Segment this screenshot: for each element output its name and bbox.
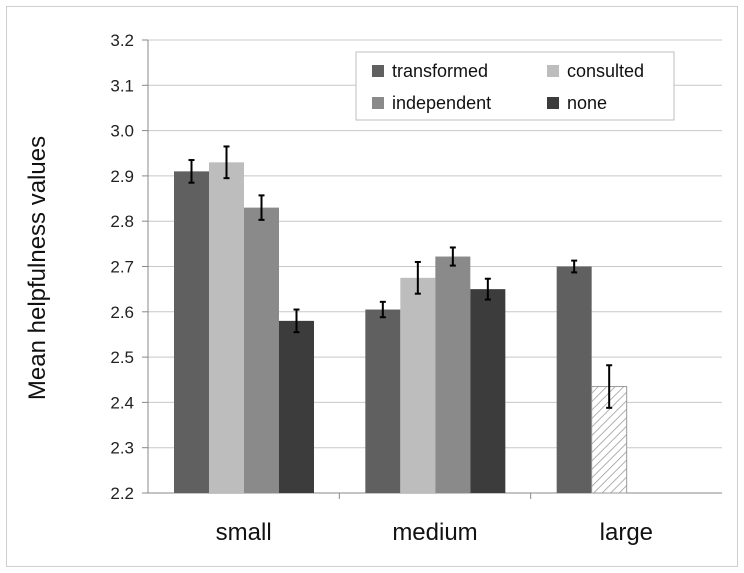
legend-entry: consulted <box>567 61 644 81</box>
legend-box <box>355 51 675 121</box>
y-tick-label: 3.1 <box>110 76 134 95</box>
y-tick-label: 2.4 <box>110 393 134 412</box>
bar-consulted-medium <box>400 277 436 493</box>
legend-swatch <box>372 65 384 77</box>
legend-swatch <box>547 65 559 77</box>
x-category-label: large <box>600 519 653 546</box>
x-category-label: small <box>216 519 272 546</box>
legend-swatch <box>547 97 559 109</box>
y-tick-label: 2.9 <box>110 167 134 186</box>
bar-none-medium <box>470 289 506 493</box>
bar-none-small <box>279 320 314 493</box>
legend-entry: transformed <box>392 61 488 81</box>
bar-transformed-large <box>556 266 592 493</box>
bars <box>174 162 628 494</box>
bar-independent-small <box>244 207 279 494</box>
legend-entry: none <box>567 93 607 113</box>
y-tick-label: 3.2 <box>110 31 134 50</box>
y-tick-label: 2.8 <box>110 212 134 231</box>
y-axis-label: Mean helpfulness values <box>24 136 51 400</box>
y-tick-label: 2.3 <box>110 439 134 458</box>
x-category-label: medium <box>392 519 477 546</box>
x-axis-categories: small medium large <box>216 519 653 546</box>
y-tick-label: 3.0 <box>110 122 134 141</box>
legend: transformed consulted independent none <box>355 51 675 121</box>
y-tick-label: 2.6 <box>110 303 134 322</box>
y-tick-label: 2.2 <box>110 484 134 503</box>
bar-transformed-small <box>174 171 209 493</box>
y-tick-label: 2.5 <box>110 348 134 367</box>
legend-entry: independent <box>392 93 491 113</box>
legend-swatch <box>372 97 384 109</box>
y-tick-label: 2.7 <box>110 258 134 277</box>
y-axis-ticks: 2.2 2.3 2.4 2.5 2.6 2.7 2.8 2.9 3.0 3.1 3.2 <box>110 31 134 503</box>
bar-consulted-small <box>209 162 244 493</box>
error-bars <box>188 145 613 409</box>
bar-transformed-medium <box>365 309 401 493</box>
bar-independent-medium <box>435 256 471 493</box>
